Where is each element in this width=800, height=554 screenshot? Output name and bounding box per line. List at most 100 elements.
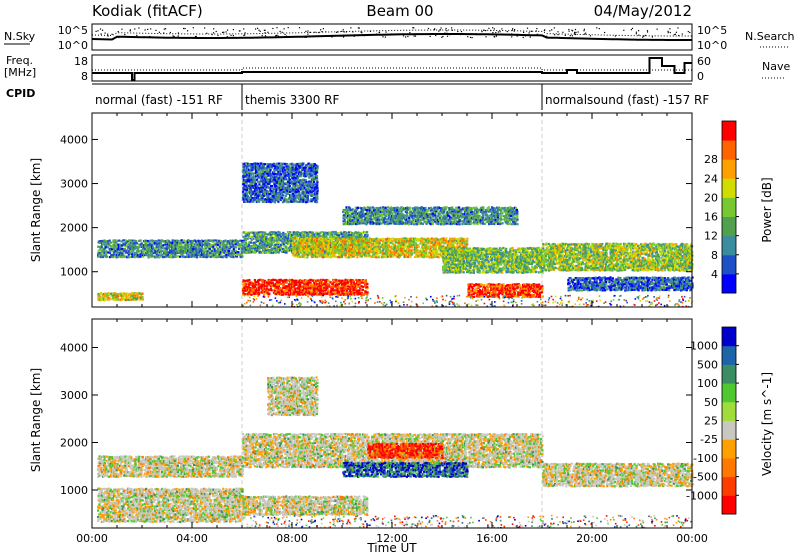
echo-cell: [497, 222, 500, 225]
echo-cell: [204, 244, 207, 247]
echo-cell: [262, 247, 265, 251]
echo-cell: [258, 248, 261, 252]
echo-cell: [433, 252, 436, 255]
echo-cell: [128, 239, 131, 242]
echo-cell: [213, 254, 216, 257]
echo-cell: [279, 249, 282, 252]
echo-cell: [168, 241, 171, 244]
echo-cell: [336, 283, 339, 286]
echo-cell: [357, 231, 360, 234]
echo-cell: [129, 245, 132, 248]
echo-cell: [122, 254, 125, 257]
nsky-dot: [651, 36, 653, 38]
echo-cell: [318, 289, 321, 292]
echo-cell: [415, 253, 418, 257]
echo-cell: [394, 245, 397, 248]
echo-cell: [330, 233, 334, 236]
echo-cell: [215, 256, 218, 259]
echo-cell: [265, 237, 268, 240]
echo-cell: [108, 298, 111, 301]
echo-cell: [401, 239, 404, 242]
echo-cell: [366, 291, 369, 294]
nsky-dot: [353, 35, 355, 37]
echo-cell: [253, 279, 256, 282]
echo-cell: [449, 211, 452, 214]
echo-cell: [268, 241, 271, 244]
echo-cell: [140, 294, 143, 297]
echo-cell: [364, 247, 368, 251]
echo-cell: [341, 291, 344, 294]
echo-cell: [315, 293, 318, 296]
echo-cell: [310, 231, 313, 234]
echo-cell: [377, 208, 380, 211]
echo-cell: [432, 250, 435, 253]
nsky-dot: [285, 35, 288, 37]
echo-cell: [351, 245, 354, 248]
echo-cell: [379, 210, 382, 213]
echo-cell: [107, 243, 110, 246]
echo-cell: [132, 247, 135, 250]
echo-cell: [282, 285, 285, 288]
echo-cell: [344, 281, 347, 284]
echo-cell: [459, 212, 462, 216]
echo-cell: [319, 235, 322, 238]
echo-cell: [350, 220, 353, 223]
echo-cell: [454, 218, 457, 222]
echo-cell: [326, 291, 329, 294]
echo-cell: [429, 209, 432, 212]
echo-cell: [206, 243, 209, 246]
echo-cell: [176, 243, 179, 247]
nsky-dot: [514, 29, 516, 31]
echo-cell: [269, 242, 272, 245]
echo-cell: [344, 248, 347, 251]
echo-cell: [131, 292, 134, 295]
echo-cell: [314, 251, 317, 254]
echo-cell: [287, 285, 290, 288]
echo-cell: [268, 283, 271, 286]
echo-cell: [210, 245, 213, 248]
echo-cell: [261, 287, 265, 290]
echo-cell: [425, 253, 428, 256]
echo-cell: [121, 252, 124, 255]
nsky-dot: [646, 30, 649, 32]
echo-cell: [256, 232, 260, 236]
echo-cell: [272, 240, 275, 244]
echo-cell: [367, 206, 370, 209]
echo-cell: [343, 253, 346, 256]
echo-cell: [463, 207, 467, 210]
echo-cell: [332, 292, 335, 295]
echo-cell: [379, 249, 382, 252]
echo-cell: [260, 231, 263, 234]
echo-cell: [345, 238, 348, 241]
echo-cell: [346, 211, 349, 214]
echo-cell: [401, 220, 404, 223]
nsky-dot: [361, 32, 363, 34]
echo-cell: [364, 284, 367, 287]
echo-cell: [462, 214, 465, 217]
echo-cell: [224, 249, 227, 253]
cpid-strip: CPID normal (fast) -151 RF themis 3300 RF…: [6, 83, 709, 110]
echo-cell: [422, 214, 425, 217]
echo-cell: [458, 206, 461, 209]
nave-label: Nave: [762, 60, 790, 73]
summary-n-strip: 10^5 10^0 10^5 10^0 N.Sky N.Search: [4, 23, 795, 52]
echo-cell: [294, 253, 297, 256]
echo-cell: [442, 218, 445, 221]
echo-cell: [315, 289, 319, 292]
echo-cell: [389, 213, 392, 216]
echo-cell: [129, 247, 132, 251]
echo-cell: [426, 216, 429, 219]
echo-cell: [360, 285, 363, 288]
echo-cell: [113, 239, 116, 242]
echo-cell: [466, 240, 469, 243]
echo-cell: [336, 241, 339, 244]
echo-cell: [285, 293, 288, 296]
nsky-dot: [439, 29, 442, 31]
echo-cell: [445, 221, 448, 224]
echo-cell: [306, 231, 309, 234]
nsearch-label: N.Search: [745, 30, 795, 43]
echo-cell: [244, 248, 248, 252]
echo-cell: [396, 206, 399, 209]
echo-cell: [458, 220, 461, 223]
nsky-dot: [585, 32, 587, 34]
